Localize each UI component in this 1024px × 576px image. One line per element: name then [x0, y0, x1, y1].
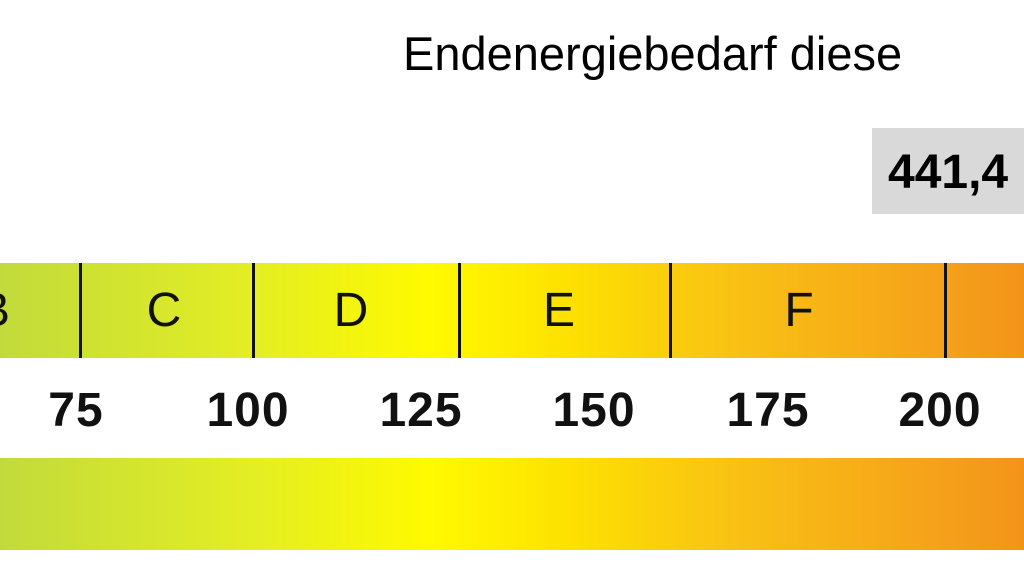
energy-value: 441,4	[888, 146, 1009, 199]
scale-tick: 125	[379, 384, 463, 437]
class-label-b: B	[0, 283, 10, 338]
scale-tick: 100	[206, 384, 290, 437]
class-label-f: F	[784, 284, 814, 337]
class-label-c: C	[146, 284, 182, 337]
class-label-e: E	[542, 284, 576, 337]
class-divider	[458, 263, 461, 358]
class-label-d: D	[333, 284, 369, 337]
class-divider	[79, 263, 82, 358]
energy-gradient-bar	[0, 458, 1024, 550]
class-divider	[669, 263, 672, 358]
energy-value-box: 441,4	[872, 128, 1024, 214]
class-divider	[252, 263, 255, 358]
scale-tick: 175	[726, 384, 810, 437]
efficiency-class-bar	[0, 263, 1024, 358]
scale-tick: 75	[48, 384, 104, 437]
energy-demand-title: Endenergiebedarf diese	[403, 27, 903, 80]
scale-tick: 200	[898, 384, 982, 437]
class-divider	[944, 263, 947, 358]
scale-tick: 150	[552, 384, 636, 437]
